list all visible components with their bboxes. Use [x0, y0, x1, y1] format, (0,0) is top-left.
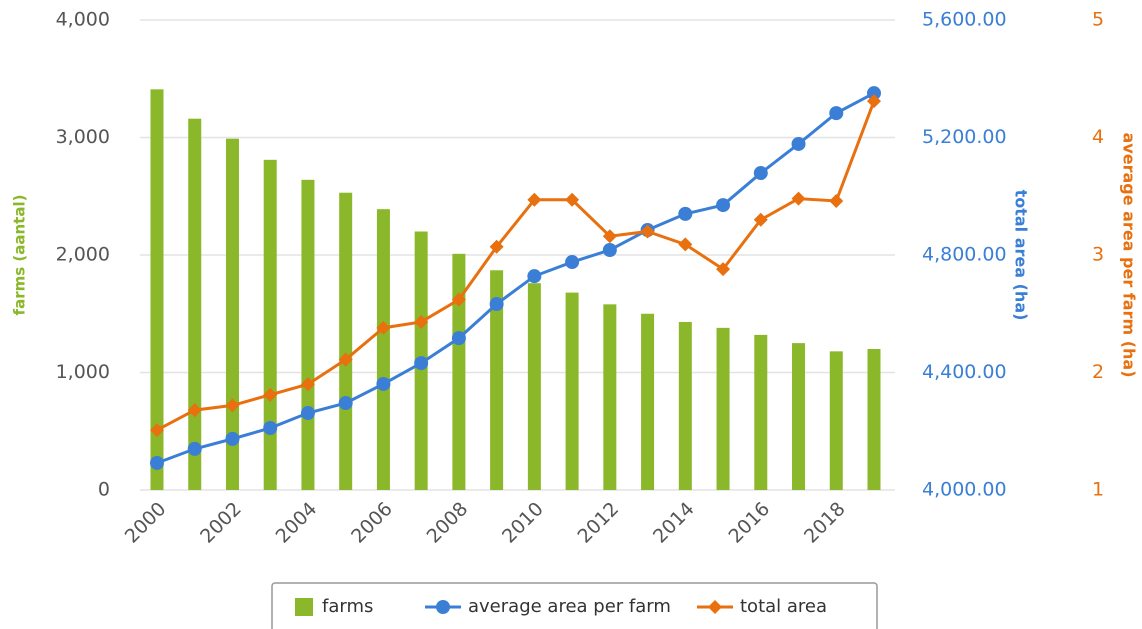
- legend-label: average area per farm: [468, 596, 671, 617]
- bar: [829, 351, 843, 490]
- x-tick-label: 2012: [574, 498, 624, 548]
- x-tick-label: 2016: [724, 498, 774, 548]
- bar: [150, 89, 164, 490]
- bar: [603, 304, 617, 490]
- y3-tick-label: 1: [1092, 479, 1104, 501]
- bar: [792, 343, 806, 490]
- marker: [338, 396, 353, 411]
- x-tick-label: 2010: [498, 498, 548, 548]
- legend-label: farms: [322, 596, 373, 617]
- bar: [263, 159, 277, 490]
- marker: [451, 292, 466, 307]
- marker: [678, 237, 693, 252]
- legend-marker: [708, 600, 722, 614]
- legend-label: total area: [740, 596, 827, 617]
- y3-tick-label: 3: [1092, 244, 1104, 266]
- y2-tick-label: 5,200.00: [922, 126, 1007, 148]
- bar: [527, 283, 541, 490]
- bar: [452, 253, 466, 490]
- bar: [641, 313, 655, 490]
- marker: [414, 356, 429, 371]
- y2-tick-label: 4,800.00: [922, 244, 1007, 266]
- marker: [225, 398, 240, 413]
- bar: [867, 349, 881, 490]
- marker: [716, 198, 731, 213]
- y3-axis-title: average area per farm (ha): [1120, 132, 1139, 377]
- marker: [867, 86, 881, 101]
- bar: [339, 192, 353, 490]
- bar: [678, 321, 692, 490]
- marker: [451, 331, 466, 346]
- marker: [829, 106, 844, 121]
- x-tick-label: 2004: [272, 498, 322, 548]
- y3-tick-label: 5: [1092, 9, 1104, 31]
- marker: [716, 262, 731, 277]
- marker: [640, 224, 655, 239]
- marker: [565, 192, 580, 207]
- marker: [753, 166, 768, 181]
- y-tick-label: 2,000: [56, 244, 110, 266]
- y3-tick-label: 2: [1092, 361, 1104, 383]
- marker: [753, 212, 768, 227]
- y-tick-label: 0: [98, 479, 110, 501]
- marker: [300, 377, 315, 392]
- marker: [338, 352, 353, 367]
- marker: [150, 455, 164, 470]
- marker: [527, 269, 542, 284]
- marker: [829, 193, 844, 208]
- marker: [678, 206, 693, 221]
- x-tick-label: 2014: [649, 498, 699, 548]
- legend-marker: [436, 600, 450, 614]
- x-tick-label: 2000: [121, 498, 171, 548]
- marker: [300, 406, 315, 421]
- y-tick-label: 3,000: [56, 126, 110, 148]
- marker: [602, 229, 617, 244]
- bar: [565, 292, 579, 490]
- line: [156, 100, 876, 432]
- marker: [414, 314, 429, 329]
- y3-tick-label: 4: [1092, 126, 1104, 148]
- marker: [489, 297, 504, 312]
- x-tick-label: 2002: [196, 498, 246, 548]
- bar: [376, 209, 390, 491]
- bar: [754, 334, 768, 490]
- bar: [188, 118, 202, 490]
- marker: [150, 423, 164, 438]
- marker: [376, 320, 391, 335]
- marker: [565, 255, 580, 270]
- bar: [490, 270, 504, 490]
- legend-box: [271, 582, 878, 629]
- y2-axis-title: total area (ha): [1012, 190, 1031, 321]
- marker: [263, 421, 278, 436]
- y-tick-label: 1,000: [56, 361, 110, 383]
- legend-swatch: [295, 598, 313, 616]
- bar: [301, 179, 315, 491]
- marker: [791, 191, 806, 206]
- marker: [791, 136, 806, 151]
- marker: [602, 243, 617, 258]
- marker: [263, 387, 278, 402]
- y2-tick-label: 4,400.00: [922, 361, 1007, 383]
- x-tick-label: 2008: [423, 498, 473, 548]
- marker: [527, 192, 542, 207]
- x-tick-label: 2006: [347, 498, 397, 548]
- y2-tick-label: 4,000.00: [922, 479, 1007, 501]
- y-axis-title: farms (aantal): [11, 195, 29, 316]
- x-tick-label: 2018: [800, 498, 850, 548]
- bar: [716, 327, 730, 490]
- marker: [187, 403, 202, 418]
- marker: [867, 94, 881, 109]
- marker: [225, 431, 240, 446]
- y2-tick-label: 5,600.00: [922, 9, 1007, 31]
- marker: [187, 441, 202, 456]
- y-tick-label: 4,000: [56, 9, 110, 31]
- marker: [376, 376, 391, 391]
- marker: [489, 239, 504, 254]
